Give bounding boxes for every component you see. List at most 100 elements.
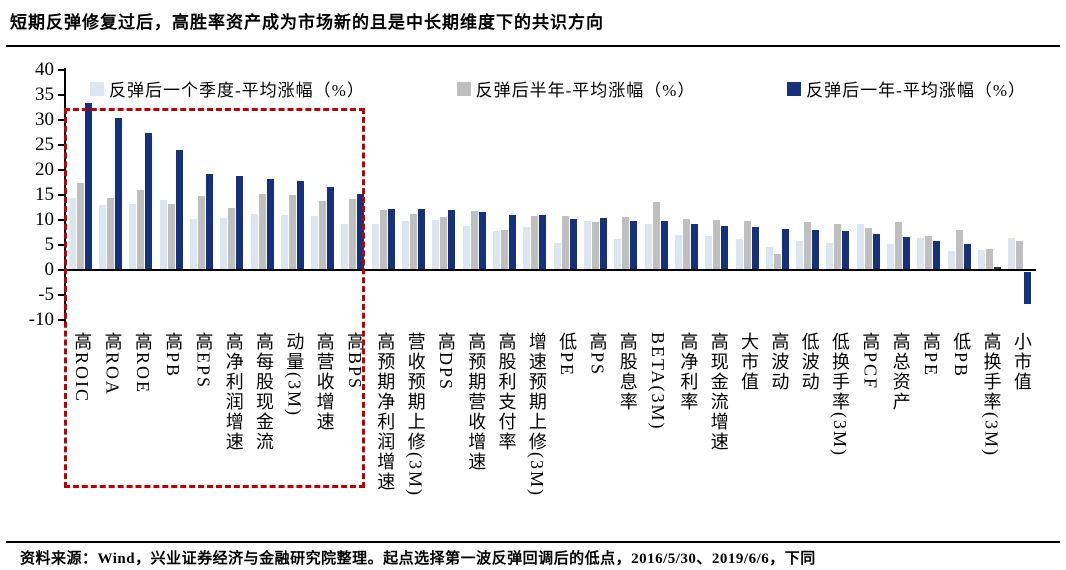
legend-swatch-halfyear [456, 81, 471, 96]
y-axis-tick [58, 119, 65, 121]
bar-halfyear [410, 213, 418, 270]
bar-year [599, 217, 607, 270]
bar-halfyear [895, 222, 903, 270]
bar-year [1024, 272, 1032, 304]
source-note: 资料来源：Wind，兴业证券经济与金融研究院整理。起点选择第一波反弹回调后的低点… [20, 551, 816, 567]
bar-year [145, 132, 153, 270]
x-axis-label: 高波动 [769, 332, 790, 392]
y-axis-tick [58, 169, 65, 171]
legend-label-halfyear: 反弹后半年-平均涨幅（%） [475, 81, 696, 100]
y-axis-label: 35 [35, 84, 54, 105]
bar-year [84, 102, 92, 270]
x-axis-label: 高现金流增速 [708, 332, 729, 452]
bar-halfyear [743, 220, 751, 270]
bar-halfyear [470, 211, 478, 270]
legend-item-halfyear: 反弹后半年-平均涨幅（%） [456, 76, 696, 101]
bar-quarter [493, 231, 501, 270]
bar-quarter [826, 242, 834, 270]
bar-halfyear [106, 197, 114, 270]
bar-quarter [341, 223, 349, 270]
bar-year [933, 240, 941, 270]
bar-year [296, 180, 304, 270]
x-axis-label: 低换手率(3M) [829, 332, 850, 457]
title-divider [6, 45, 1060, 47]
y-axis-tick [58, 294, 65, 296]
bar-halfyear [682, 219, 690, 270]
x-axis-label: 高DPS [435, 332, 456, 392]
bar-quarter [311, 216, 319, 270]
bar-quarter [159, 200, 167, 270]
bar-year [357, 193, 365, 270]
bar-quarter [402, 221, 410, 270]
bar-quarter [553, 243, 561, 270]
bar-halfyear [167, 203, 175, 270]
bar-quarter [644, 223, 652, 270]
bar-quarter [220, 217, 228, 270]
footer-divider [6, 541, 1060, 543]
bar-year [205, 174, 213, 270]
y-axis-label: -10 [28, 309, 54, 330]
x-axis-label: 小市值 [1011, 332, 1032, 392]
x-axis-label: 高净利润增速 [223, 332, 244, 452]
x-axis-label: 高PE [920, 332, 941, 378]
bar-halfyear [531, 215, 539, 270]
y-axis-label: 20 [35, 159, 54, 180]
bar-year [842, 230, 850, 270]
bar-quarter [1008, 237, 1016, 270]
bar-year [478, 211, 486, 270]
bar-quarter [947, 250, 955, 270]
bar-quarter [765, 246, 773, 270]
bar-quarter [705, 235, 713, 270]
x-axis-label: 高预期营收增速 [466, 332, 487, 472]
x-axis-label: 动量(3M) [284, 332, 305, 417]
bar-year [721, 226, 729, 270]
y-axis-label: 5 [44, 234, 55, 255]
x-axis-label: 高BPS [344, 332, 365, 391]
x-axis-label: 高PS [587, 332, 608, 377]
bar-year [963, 243, 971, 270]
bar-year [266, 179, 274, 270]
bar-halfyear [864, 227, 872, 270]
x-axis-label: 高营收增速 [314, 332, 335, 432]
bar-halfyear [986, 248, 994, 270]
bar-year [175, 150, 183, 270]
highlight-dashed-box [64, 108, 365, 488]
x-axis-label: 高总资产 [890, 332, 911, 412]
bar-quarter [129, 203, 137, 270]
bar-year [418, 208, 426, 270]
bar-halfyear [379, 209, 387, 270]
chart-legend: 反弹后一个季度-平均涨幅（%） 反弹后半年-平均涨幅（%） 反弹后一年-平均涨幅… [90, 76, 1026, 101]
y-axis-tick [58, 194, 65, 196]
legend-label-quarter: 反弹后一个季度-平均涨幅（%） [109, 81, 365, 100]
x-axis-label: 高每股现金流 [254, 332, 275, 452]
bar-halfyear [561, 216, 569, 270]
bar-year [872, 233, 880, 270]
bar-quarter [614, 238, 622, 270]
x-axis-label: 高PB [163, 332, 184, 379]
legend-label-year: 反弹后一年-平均涨幅（%） [806, 81, 1026, 100]
bar-year [994, 266, 1002, 270]
y-axis-label: 10 [35, 209, 54, 230]
bar-halfyear [925, 236, 933, 270]
bar-halfyear [713, 220, 721, 270]
y-axis-tick [58, 94, 65, 96]
bar-halfyear [1016, 240, 1024, 270]
bar-year [781, 228, 789, 270]
bar-quarter [250, 214, 258, 270]
y-axis-tick [58, 144, 65, 146]
bar-halfyear [652, 201, 660, 270]
x-axis-label: 低波动 [799, 332, 820, 392]
x-axis-label: BETA(3M) [648, 332, 669, 431]
y-axis-tick [58, 319, 65, 321]
x-axis-label: 高ROIC [72, 332, 93, 404]
x-axis-label: 低PE [557, 332, 578, 378]
bar-year [660, 220, 668, 270]
x-axis-label: 高净利率 [678, 332, 699, 412]
y-axis-tick [58, 69, 65, 71]
bar-quarter [887, 243, 895, 270]
bar-year [114, 117, 122, 270]
bar-year [812, 230, 820, 270]
bar-quarter [280, 214, 288, 270]
bar-quarter [917, 237, 925, 270]
bar-halfyear [197, 196, 205, 270]
